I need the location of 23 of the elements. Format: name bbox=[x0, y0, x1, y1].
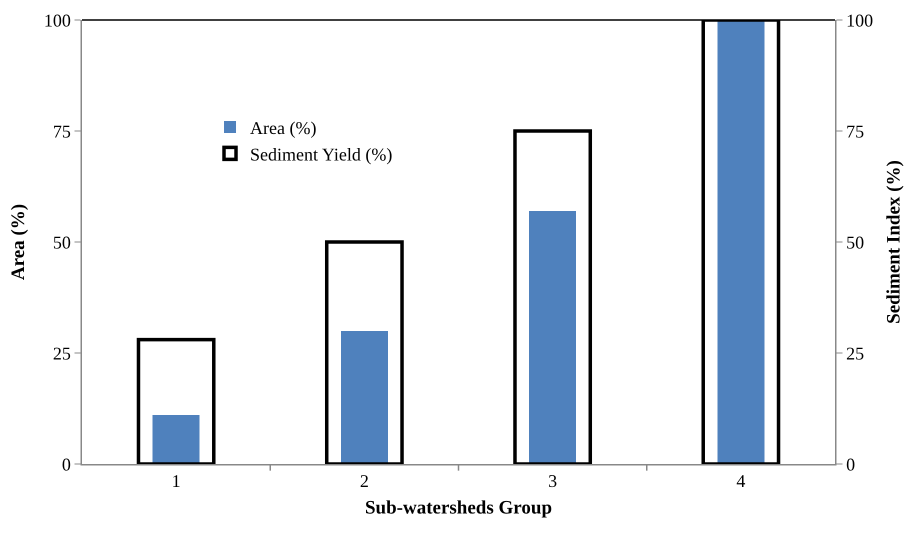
x-axis-title: Sub-watersheds Group bbox=[364, 498, 552, 519]
bar bbox=[152, 415, 200, 464]
bar bbox=[340, 330, 388, 464]
y2-tick-label: 0 bbox=[846, 454, 856, 474]
x-tick-label: 3 bbox=[548, 471, 558, 492]
y-axis-title: Area (%) bbox=[8, 204, 29, 280]
y-tick-label: 50 bbox=[52, 232, 71, 252]
y-tick-label: 75 bbox=[52, 121, 71, 142]
y2-tick-label: 25 bbox=[846, 343, 864, 364]
bar bbox=[717, 20, 764, 464]
y2-tick-label: 50 bbox=[846, 232, 864, 252]
y-tick-label: 25 bbox=[52, 343, 71, 364]
legend-label: Area (%) bbox=[250, 118, 316, 138]
legend-label: Sediment Yield (%) bbox=[250, 144, 392, 164]
y2-tick-label: 75 bbox=[846, 121, 864, 142]
x-tick-label: 2 bbox=[360, 471, 369, 492]
x-tick-label: 4 bbox=[736, 471, 746, 492]
y-tick-label: 0 bbox=[62, 454, 71, 474]
bar bbox=[529, 210, 576, 464]
x-tick-label: 1 bbox=[172, 471, 181, 492]
y2-axis-title: Sediment Index (%) bbox=[884, 160, 905, 324]
y2-tick-label: 100 bbox=[846, 10, 874, 30]
y-tick-label: 100 bbox=[44, 10, 71, 30]
